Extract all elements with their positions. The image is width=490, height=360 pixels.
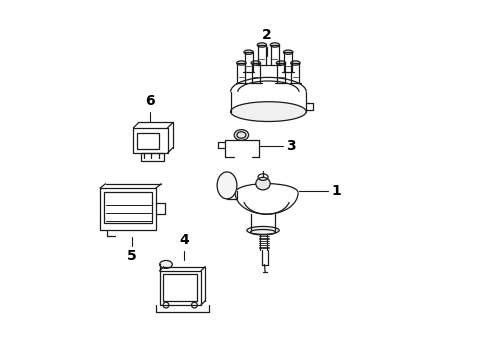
Ellipse shape — [234, 130, 248, 140]
Text: 1: 1 — [331, 184, 341, 198]
Ellipse shape — [231, 102, 306, 122]
Ellipse shape — [251, 61, 261, 65]
Ellipse shape — [237, 61, 246, 65]
Ellipse shape — [244, 50, 253, 54]
Bar — [160, 271, 201, 305]
Ellipse shape — [217, 172, 237, 199]
Bar — [100, 188, 156, 230]
Ellipse shape — [257, 43, 267, 47]
Text: 3: 3 — [286, 139, 296, 153]
Bar — [163, 274, 197, 301]
Text: 4: 4 — [179, 234, 189, 248]
Bar — [133, 128, 168, 153]
Ellipse shape — [160, 261, 172, 269]
Bar — [104, 192, 151, 223]
Ellipse shape — [276, 61, 286, 65]
Text: 6: 6 — [145, 94, 154, 108]
Bar — [141, 153, 164, 161]
Bar — [137, 133, 159, 149]
Ellipse shape — [247, 226, 279, 234]
Ellipse shape — [256, 177, 270, 190]
Text: 2: 2 — [262, 28, 271, 42]
Ellipse shape — [284, 50, 293, 54]
Text: 5: 5 — [127, 249, 137, 263]
Ellipse shape — [270, 43, 280, 47]
Ellipse shape — [291, 61, 300, 65]
